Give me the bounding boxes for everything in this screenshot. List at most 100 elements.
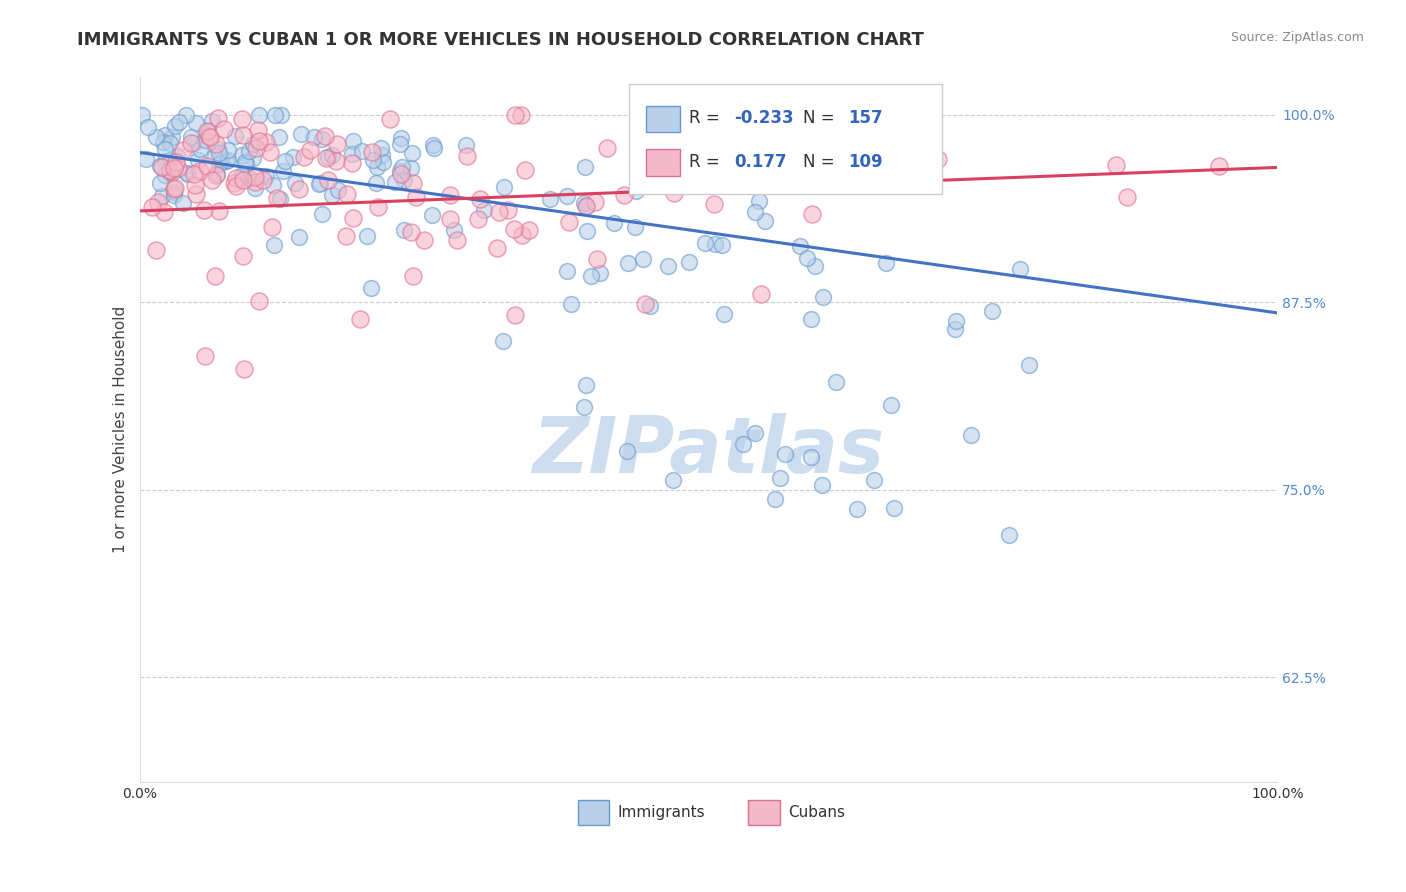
Point (751, 125, 773, 139)
Point (231, 168, 253, 182)
Text: 109: 109 (848, 153, 883, 171)
Point (420, 208, 443, 222)
Point (945, 313, 967, 327)
Point (188, 142, 211, 156)
Point (763, 491, 786, 506)
Point (492, 334, 515, 349)
Point (242, 151, 264, 165)
Point (1018, 359, 1040, 373)
Point (180, 136, 202, 150)
Text: Cubans: Cubans (787, 805, 845, 820)
Point (264, 108, 287, 122)
Point (145, 130, 167, 145)
Point (423, 141, 446, 155)
Point (439, 211, 461, 226)
Point (389, 137, 412, 152)
Point (510, 227, 533, 242)
Point (704, 236, 727, 251)
Point (195, 124, 218, 138)
Point (269, 192, 291, 206)
Point (131, 108, 153, 122)
Point (187, 153, 209, 168)
Point (201, 114, 224, 128)
Point (212, 122, 235, 136)
Point (875, 256, 897, 270)
Point (927, 152, 949, 166)
Point (153, 154, 176, 169)
Point (392, 173, 415, 187)
Point (163, 188, 186, 202)
Point (180, 130, 202, 145)
Point (340, 156, 363, 170)
Point (488, 204, 510, 219)
Point (243, 176, 266, 190)
Point (811, 477, 834, 491)
Point (585, 252, 607, 267)
Point (311, 207, 333, 221)
Point (215, 153, 238, 168)
Point (583, 195, 606, 210)
Point (254, 169, 277, 183)
Point (371, 148, 394, 162)
Point (733, 437, 755, 451)
Point (748, 194, 770, 208)
Point (193, 203, 215, 218)
Point (224, 176, 246, 190)
Point (201, 173, 224, 187)
Point (744, 205, 766, 219)
Point (384, 175, 406, 189)
Point (943, 322, 966, 336)
Point (356, 229, 378, 244)
Point (633, 297, 655, 311)
Point (232, 173, 254, 187)
Point (238, 170, 260, 185)
Point (254, 135, 277, 149)
Point (166, 149, 188, 163)
Point (613, 188, 636, 202)
Point (274, 154, 297, 169)
Point (811, 290, 834, 304)
Point (1105, 158, 1128, 172)
Point (800, 207, 823, 221)
Point (136, 120, 159, 134)
Point (709, 168, 731, 182)
Point (574, 400, 596, 414)
Point (574, 160, 596, 174)
Point (204, 149, 226, 163)
Point (304, 130, 326, 145)
Point (825, 375, 848, 389)
Point (194, 133, 217, 147)
Point (195, 159, 218, 173)
Point (509, 108, 531, 122)
Point (1115, 190, 1137, 204)
Point (217, 144, 239, 158)
Point (361, 153, 384, 168)
Point (443, 223, 465, 237)
Point (150, 188, 173, 202)
Point (166, 161, 188, 176)
Point (616, 443, 638, 458)
Point (262, 178, 284, 192)
Point (617, 256, 640, 270)
Point (496, 202, 519, 217)
Text: Source: ZipAtlas.com: Source: ZipAtlas.com (1230, 31, 1364, 45)
Point (149, 159, 172, 173)
Point (163, 185, 186, 199)
Point (517, 223, 540, 237)
Point (205, 168, 228, 182)
Point (159, 136, 181, 150)
Point (557, 215, 579, 229)
Point (378, 112, 401, 127)
Point (163, 182, 186, 196)
Text: N =: N = (803, 110, 839, 128)
Point (804, 259, 827, 273)
Point (446, 233, 468, 247)
Point (150, 160, 173, 174)
Point (165, 180, 187, 194)
Point (152, 205, 174, 219)
Point (247, 123, 270, 137)
Point (773, 447, 796, 461)
Point (242, 136, 264, 151)
Point (1010, 261, 1032, 276)
Point (224, 128, 246, 143)
